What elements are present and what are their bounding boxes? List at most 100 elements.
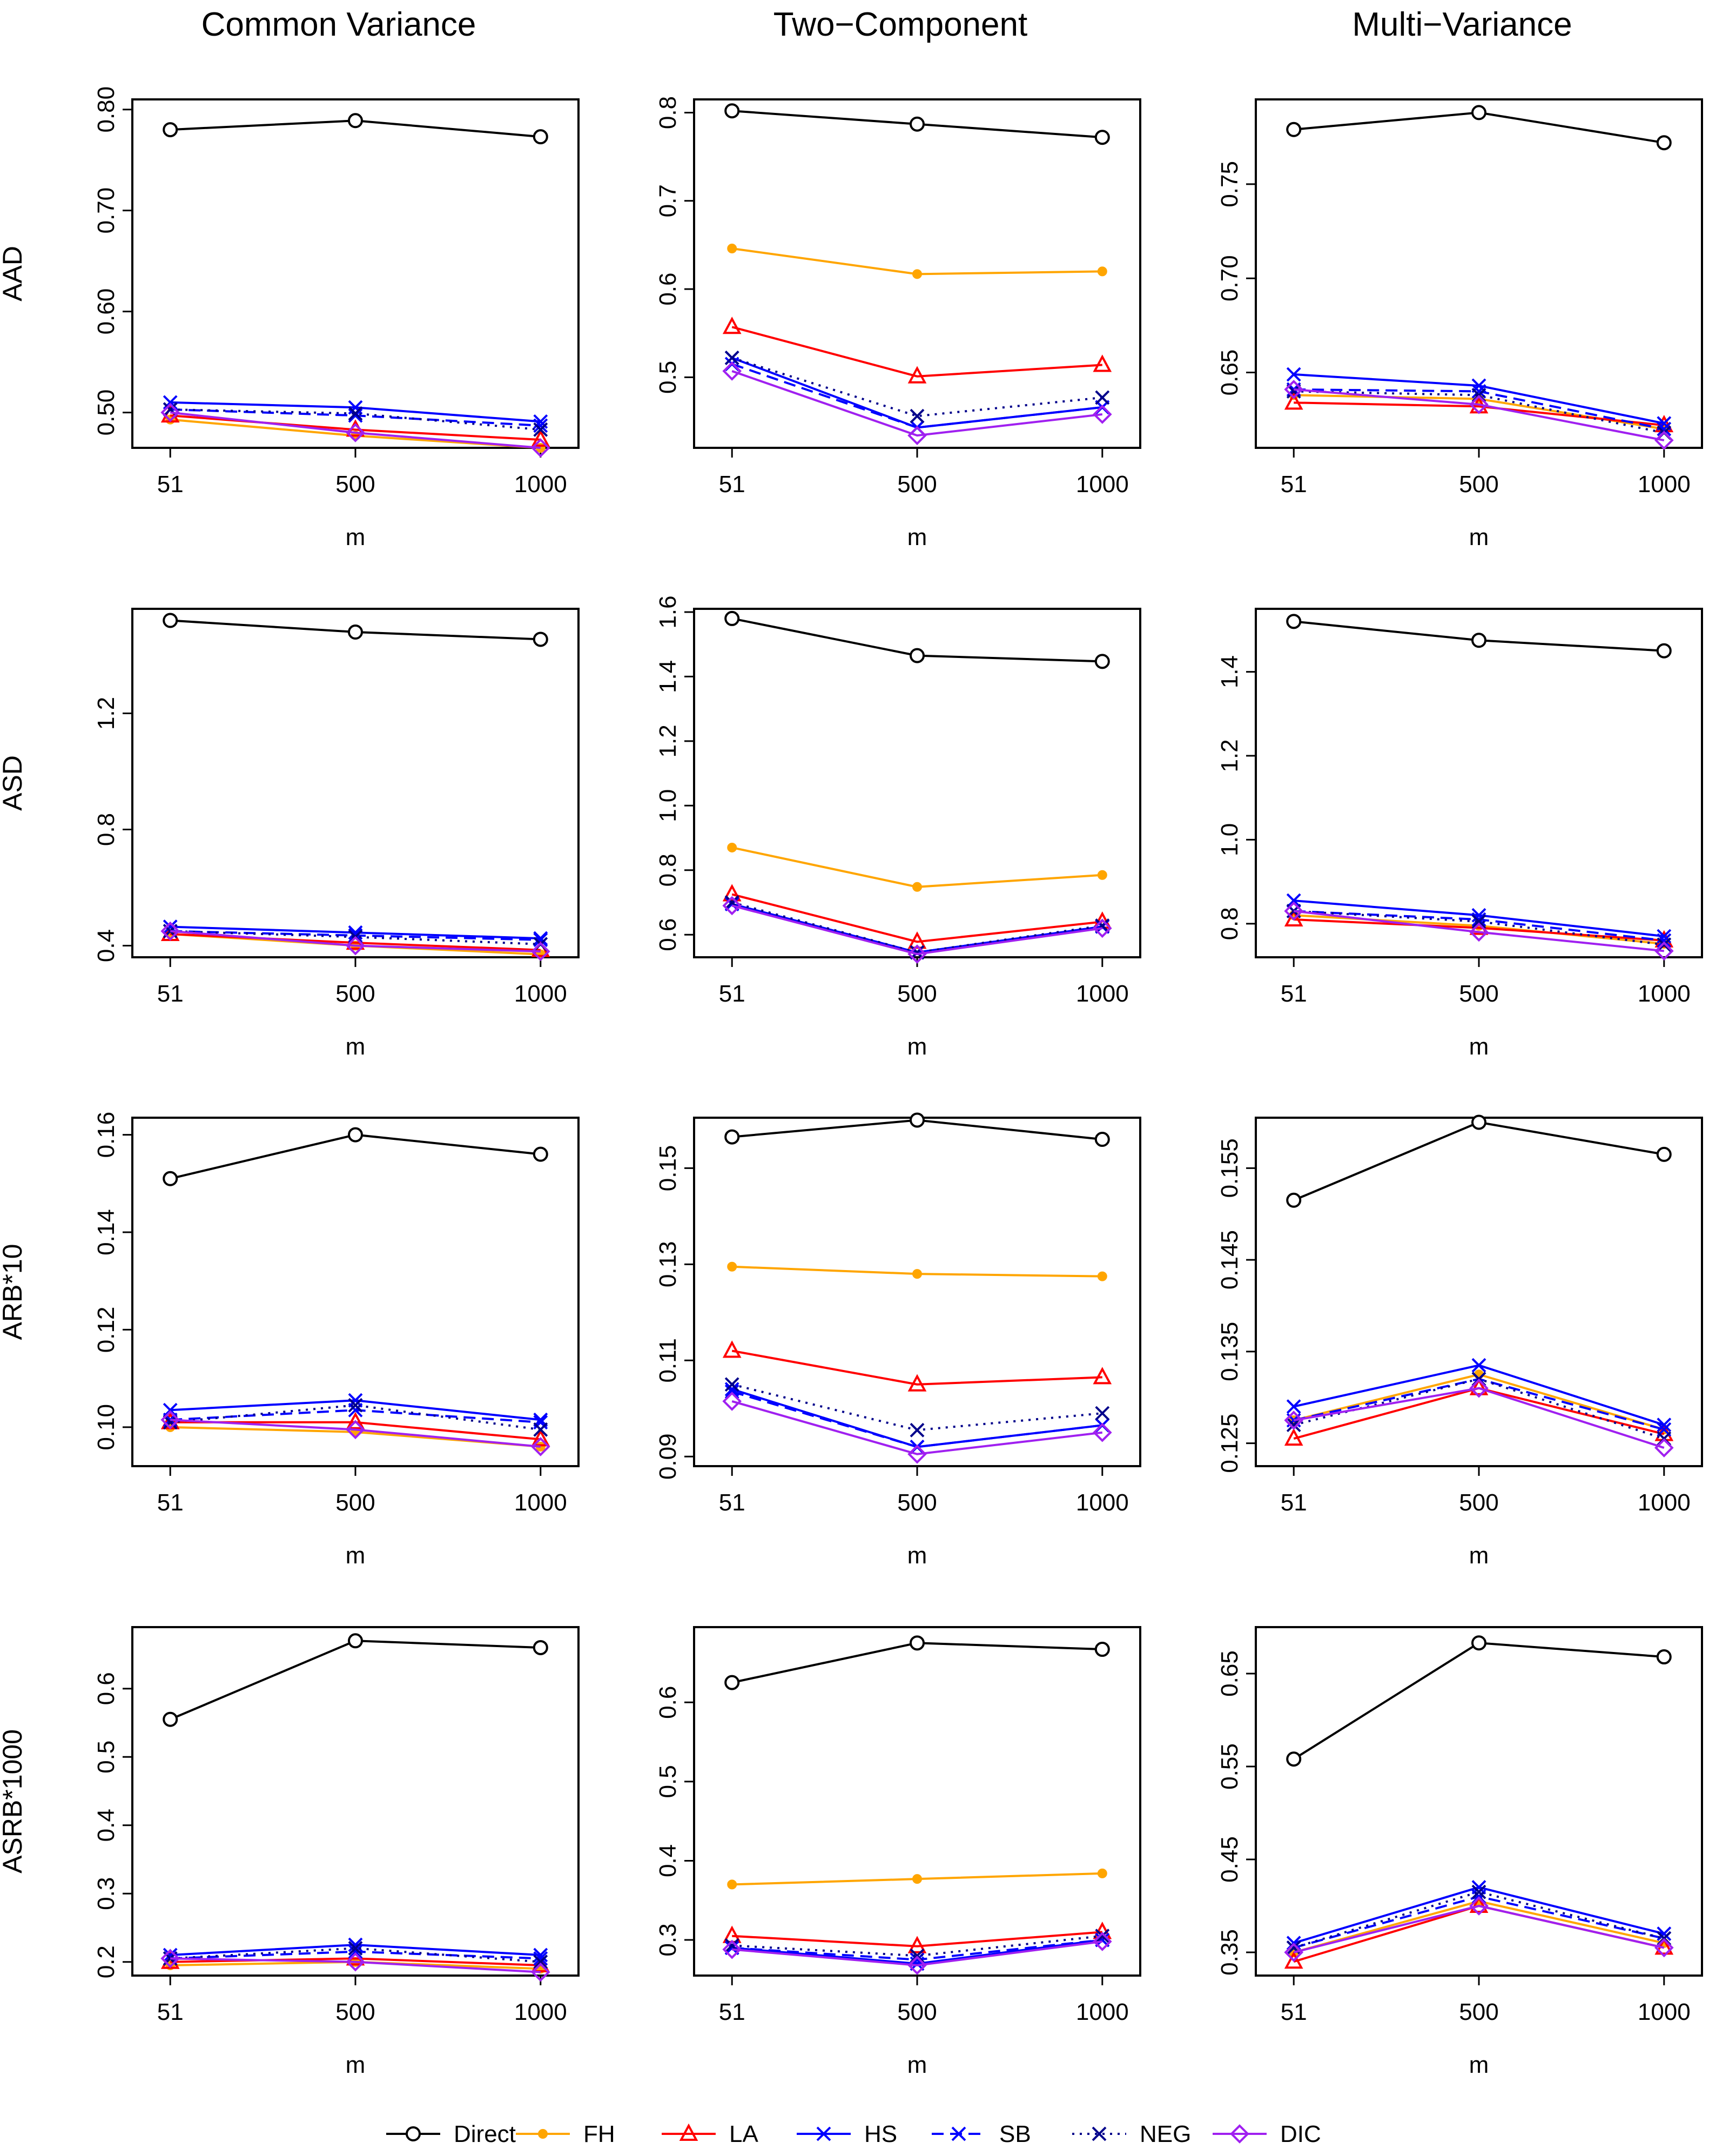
data-point-direct [724, 1129, 740, 1145]
data-point-la [1093, 354, 1112, 372]
x-axis-label: m [907, 1033, 927, 1060]
data-point-fh [912, 269, 922, 279]
x-axis-label: m [1469, 1033, 1489, 1060]
plot-frame [693, 1626, 1141, 1977]
legend-marker-la [679, 2123, 698, 2141]
panel-aad-common-variance: 0.50 0.60 0.70 0.80 51 500 1000 m AAD [0, 86, 580, 550]
series-line-dic [170, 1419, 541, 1448]
data-point-direct [910, 1112, 925, 1128]
y-tick-label: 0.2 [93, 1945, 119, 1978]
plot-frame [693, 1117, 1141, 1467]
y-tick-label: 0.6 [655, 272, 681, 305]
series-line-la [731, 1349, 1102, 1386]
series-line-direct [1293, 1121, 1665, 1201]
y-tick-label: 1.2 [1216, 739, 1243, 772]
data-point-dic [1092, 918, 1112, 938]
data-point-direct [348, 1633, 363, 1649]
data-point-fh [727, 1261, 737, 1272]
series-dic [160, 402, 550, 458]
y-tick-label: 0.155 [1216, 1138, 1243, 1198]
x-tick-label: 51 [1281, 1999, 1307, 2025]
legend-label: DIC [1280, 2121, 1321, 2147]
data-point-direct [724, 103, 740, 119]
y-tick-label: 1.4 [1216, 655, 1243, 688]
x-axis-label: m [907, 1542, 927, 1569]
data-point-direct [533, 1640, 548, 1655]
legend-marker-sb [951, 2126, 966, 2141]
series-dic [1284, 1896, 1674, 1962]
legend-label: FH [583, 2121, 615, 2147]
data-point-neg [910, 408, 925, 424]
series-line-neg [170, 408, 541, 431]
data-point-fh [1097, 870, 1107, 880]
legend-item-fh: FH [516, 2121, 615, 2147]
legend-marker-direct [406, 2126, 421, 2141]
y-tick-label: 0.50 [93, 389, 119, 436]
x-tick-label: 51 [719, 471, 745, 498]
series-fh [727, 1868, 1107, 1890]
x-tick-label: 500 [1459, 1489, 1498, 1516]
x-tick-label: 1000 [1076, 471, 1129, 498]
y-tick-label: 0.5 [93, 1741, 119, 1774]
data-point-dic [1654, 941, 1674, 961]
series-la [722, 317, 1112, 384]
data-point-direct [1094, 130, 1110, 145]
x-tick-label: 1000 [1638, 980, 1691, 1007]
legend: Direct FH LA HS SB NEG DIC [386, 2121, 1321, 2147]
x-axis-label: m [346, 524, 366, 550]
data-point-neg [1657, 937, 1672, 952]
data-point-dic [1284, 901, 1304, 921]
panel-asd-two-component: 0.6 0.8 1.0 1.2 1.4 1.6 51 500 1000 m [655, 595, 1141, 1060]
x-tick-label: 51 [719, 1999, 745, 2025]
x-tick-label: 51 [157, 1489, 184, 1516]
data-point-neg [533, 422, 548, 437]
data-point-direct [1094, 1132, 1110, 1147]
data-point-fh [912, 1269, 922, 1279]
data-point-fh [727, 243, 737, 253]
legend-label: Direct [454, 2121, 516, 2147]
data-point-hs [1286, 1399, 1301, 1414]
series-line-la [731, 326, 1102, 378]
data-point-direct [348, 624, 363, 640]
data-point-fh [912, 882, 922, 892]
x-axis-label: m [1469, 1542, 1489, 1569]
series-dic [1284, 1378, 1674, 1458]
data-point-dic [1092, 405, 1112, 424]
data-point-la [531, 429, 550, 447]
series-direct [163, 613, 548, 647]
y-tick-label: 1.2 [655, 724, 681, 757]
data-point-dic [346, 1420, 365, 1440]
data-point-dic [907, 1444, 927, 1464]
data-point-direct [1656, 135, 1672, 151]
panel-asd-multi-variance: 0.8 1.0 1.2 1.4 51 500 1000 m [1216, 608, 1703, 1060]
data-point-direct [1286, 614, 1302, 629]
y-tick-label: 0.55 [1216, 1743, 1243, 1790]
data-point-neg [1095, 1406, 1110, 1421]
x-axis-label: m [346, 2052, 366, 2078]
data-point-dic [1469, 394, 1489, 414]
data-point-dic [1092, 1422, 1112, 1442]
data-point-dic [722, 1939, 742, 1959]
y-tick-label: 0.5 [655, 361, 681, 394]
data-point-sb [1471, 912, 1486, 927]
data-point-sb [533, 932, 548, 948]
data-point-dic [1654, 431, 1674, 450]
column-titles: Common Variance Two−Component Multi−Vari… [201, 6, 1572, 43]
series-line-dic [170, 1957, 541, 1973]
y-tick-label: 0.8 [655, 96, 681, 129]
data-point-sb [348, 1944, 363, 1959]
series-line-sb [1293, 1378, 1665, 1431]
y-tick-label: 0.75 [1216, 161, 1243, 207]
y-tick-label: 0.4 [93, 929, 119, 962]
data-point-hs [1286, 893, 1301, 908]
data-point-dic [907, 1956, 927, 1975]
series-line-neg [1294, 910, 1665, 946]
data-point-dic [530, 1962, 550, 1982]
legend-item-hs: HS [797, 2121, 897, 2147]
data-point-direct [533, 632, 548, 647]
data-point-sb [1657, 933, 1672, 948]
data-point-la [907, 1374, 927, 1392]
data-point-la [1093, 1367, 1112, 1385]
y-tick-label: 0.11 [655, 1338, 681, 1382]
series-line-dic [731, 370, 1103, 437]
